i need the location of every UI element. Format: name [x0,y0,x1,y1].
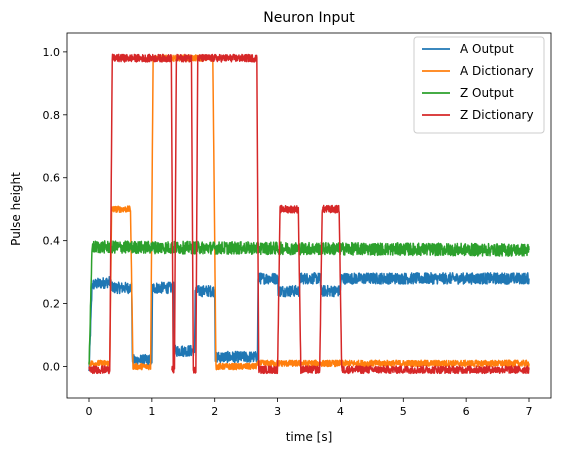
y-tick-label: 0.2 [43,298,61,311]
legend: A Output A Dictionary Z Output Z Dictionary [413,36,545,134]
x-tick-label: 6 [463,405,470,418]
x-tick-label: 4 [337,405,344,418]
legend-label: A Dictionary [460,64,534,78]
legend-box [413,36,545,134]
y-tick-label: 0.4 [43,235,61,248]
axes-frame [66,32,552,399]
y-tick-label: 0.8 [43,109,61,122]
plot-area [88,53,530,375]
x-tick-label: 7 [526,405,533,418]
x-tick-label: 5 [400,405,407,418]
legend-label: Z Output [460,86,514,100]
axes: 0 1 2 3 4 5 6 7 0.0 0.2 0.4 0.6 0.8 1.0 [43,32,552,418]
series-line-2 [88,240,530,365]
y-axis-label: Pulse height [9,172,23,246]
x-tick-label: 0 [86,405,93,418]
legend-label: Z Dictionary [460,108,534,122]
y-tick-label: 0.0 [43,361,61,374]
y-tick-label: 1.0 [43,46,61,59]
chart-title: Neuron Input [263,10,355,26]
series-line-3 [88,53,530,375]
x-axis-label: time [s] [286,430,333,444]
x-tick-label: 1 [148,405,155,418]
x-tick-label: 3 [274,405,281,418]
series-line-0 [88,272,530,372]
y-tick-label: 0.6 [43,172,61,185]
legend-label: A Output [460,42,514,56]
x-tick-label: 2 [211,405,218,418]
